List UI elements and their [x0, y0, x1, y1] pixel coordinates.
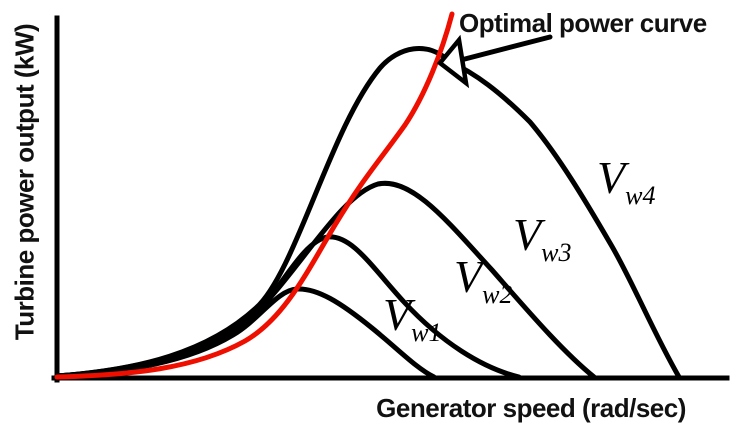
curve-label-vw2: Vw2 [454, 254, 512, 308]
curve-label-vw4-symbol: V [597, 152, 626, 203]
curve-vw1 [54, 286, 437, 380]
curve-label-vw3-subscript: w3 [541, 238, 572, 267]
curve-label-vw4: Vw4 [597, 155, 655, 209]
annotation-arrowhead-icon [436, 34, 470, 89]
curve-label-vw1-subscript: w1 [411, 318, 442, 347]
curve-label-vw4-subscript: w4 [625, 181, 656, 210]
x-axis-title: Generator speed (rad/sec) [376, 393, 686, 423]
curve-label-vw3: Vw3 [513, 212, 571, 266]
curve-label-vw1: Vw1 [383, 292, 441, 346]
y-axis-title: Turbine power output (kW) [9, 23, 40, 341]
curve-label-vw2-subscript: w2 [482, 280, 513, 309]
curve-label-vw1-symbol: V [383, 289, 412, 340]
curve-label-vw3-symbol: V [513, 209, 542, 260]
optimal-power-curve-annotation: Optimal power curve [459, 8, 707, 38]
curve-label-vw2-symbol: V [454, 251, 483, 302]
curve-optimal-power [54, 11, 455, 380]
annotation-arrow-line [458, 34, 553, 63]
